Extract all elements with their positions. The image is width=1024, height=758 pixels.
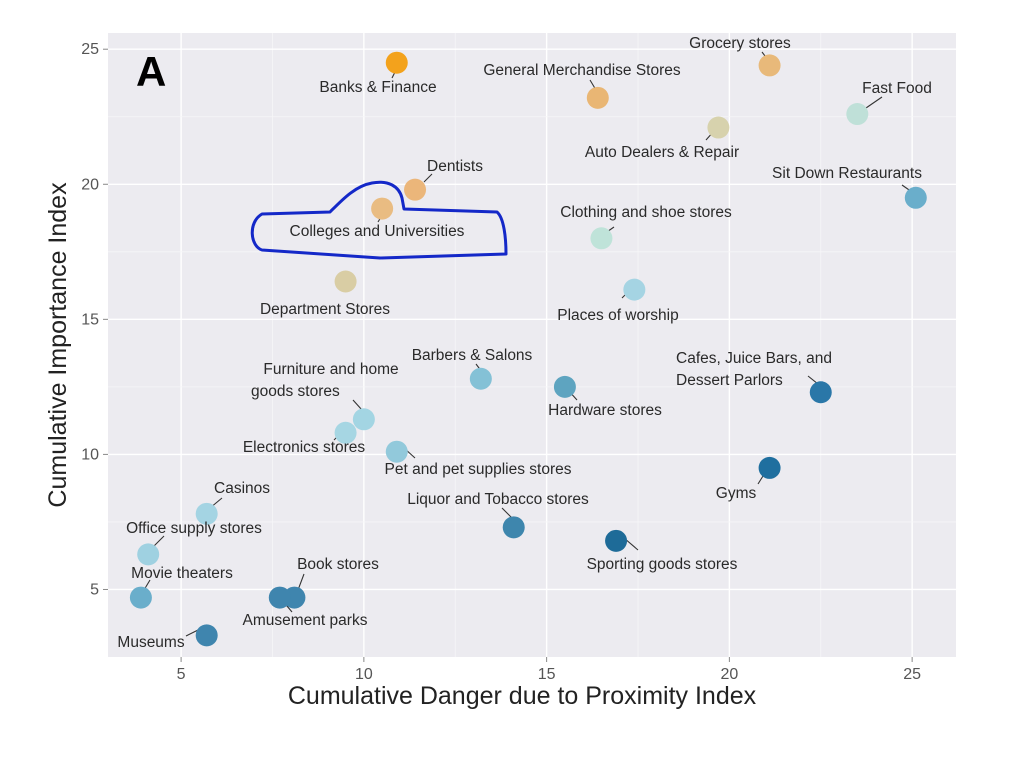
highlight-annotation (250, 180, 508, 260)
point-label: General Merchandise Stores (483, 62, 681, 79)
scatter-point (385, 440, 408, 463)
data-points (129, 51, 927, 647)
point-labels: Banks & Finance Grocery stores General Mer… (117, 35, 931, 651)
scatter-point (707, 116, 730, 139)
scatter-point (502, 516, 525, 539)
point-label: Banks & Finance (319, 79, 436, 96)
point-label: Gyms (716, 485, 757, 502)
x-tick-label: 20 (720, 666, 738, 683)
scatter-point (195, 502, 218, 525)
point-label: Movie theaters (131, 565, 233, 582)
scatter-point (195, 624, 218, 647)
point-label: Casinos (214, 480, 270, 497)
point-label: Department Stores (260, 301, 390, 318)
scatter-point (404, 178, 427, 201)
label-leader-line (865, 96, 883, 109)
point-label: Liquor and Tobacco stores (407, 491, 589, 508)
scatter-point (904, 186, 927, 209)
scatter-point (846, 103, 869, 126)
y-tick-label: 10 (81, 446, 99, 463)
point-label: Places of worship (557, 307, 678, 324)
scatter-point (590, 227, 613, 250)
plot-panel (108, 33, 956, 657)
point-label: Barbers & Salons (412, 347, 533, 364)
y-tick-label: 15 (81, 311, 99, 328)
point-label: Electronics stores (243, 439, 366, 456)
scatter-point (334, 270, 357, 293)
label-leader-line (297, 573, 305, 591)
point-label: Book stores (297, 556, 379, 573)
x-tick-label: 5 (177, 666, 186, 683)
scatter-point (758, 456, 781, 479)
scatter-point (469, 367, 492, 390)
label-leader-line (153, 535, 165, 547)
x-axis-title: Cumulative Danger due to Proximity Index (288, 682, 757, 710)
scatter-point (371, 197, 394, 220)
scatter-point (352, 408, 375, 431)
point-label: Fast Food (862, 80, 932, 97)
x-tick-label: 10 (355, 666, 373, 683)
label-leader-line (352, 399, 363, 411)
scatter-point (758, 54, 781, 77)
point-label: Clothing and shoe stores (560, 204, 732, 221)
scatter-point (586, 86, 609, 109)
point-label: Colleges and Universities (290, 223, 465, 240)
point-label: goods stores (251, 383, 340, 400)
scatter-point (553, 375, 576, 398)
x-tick-label: 25 (903, 666, 921, 683)
y-tick-label: 5 (90, 581, 99, 598)
point-label: Sit Down Restaurants (772, 165, 922, 182)
x-tick-label: 15 (538, 666, 556, 683)
point-label: Cafes, Juice Bars, and (676, 350, 832, 367)
y-tick-label: 20 (81, 176, 99, 193)
y-tick-label: 25 (81, 41, 99, 58)
y-axis-title: Cumulative Importance Index (44, 182, 72, 508)
scatter-point (385, 51, 408, 74)
highlight-outline (250, 180, 508, 260)
point-label: Office supply stores (126, 520, 262, 537)
scatter-point (137, 543, 160, 566)
point-label: Dessert Parlors (676, 372, 783, 389)
panel-label: A (136, 48, 166, 95)
label-leader-line (501, 507, 513, 519)
label-leader-line (423, 173, 433, 183)
scatter-point (268, 586, 291, 609)
scatter-point (334, 421, 357, 444)
point-label: Auto Dealers & Repair (585, 144, 739, 161)
axis-ticks: 5 10 15 20 25 5 10 15 20 25 (81, 41, 921, 683)
point-label: Museums (117, 634, 184, 651)
scatter-point (623, 278, 646, 301)
scatter-point (809, 381, 832, 404)
point-label: Hardware stores (548, 402, 662, 419)
scatter-point (129, 586, 152, 609)
point-label: Furniture and home (263, 361, 398, 378)
point-label: Pet and pet supplies stores (385, 461, 572, 478)
point-label: Grocery stores (689, 35, 791, 52)
point-label: Amusement parks (243, 612, 368, 629)
point-label: Sporting goods stores (587, 556, 738, 573)
point-label: Dentists (427, 158, 483, 175)
scatter-point (605, 529, 628, 552)
